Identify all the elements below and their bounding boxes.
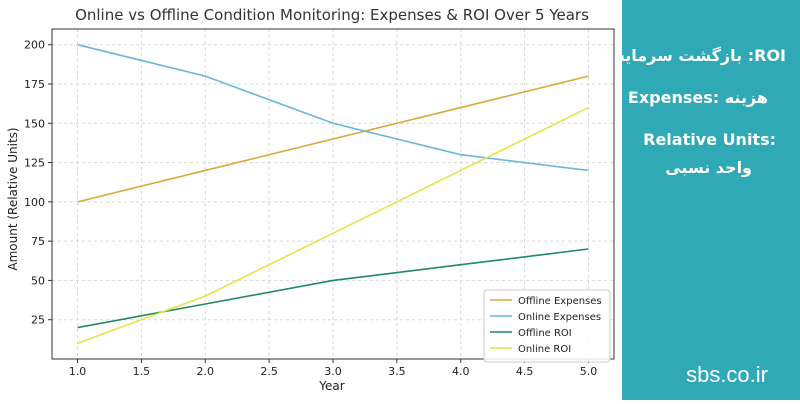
x-tick-label: 4.0 [452,365,470,378]
y-tick-label: 200 [24,39,45,52]
plot-frame [51,28,615,360]
brand-domain: sbs.co.ir [686,362,768,387]
x-tick-label: 1.5 [133,365,151,378]
legend: Offline Expenses Online Expenses Offline R… [483,289,611,363]
x-tick-label: 3.5 [388,365,406,378]
y-axis-label: Amount (Relative Units) [6,127,20,270]
roi-definition: بازگشت سرمایه :ROI [615,46,786,65]
y-tick-label: 125 [24,157,45,170]
line-chart: Online vs Offline Condition Monitoring: … [6,6,615,393]
series-line-online-roi [77,106,589,345]
x-tick-label: 4.5 [516,365,534,378]
y-tick-label: 25 [31,314,45,327]
legend-label: Online Expenses [518,312,601,323]
y-tick-label: 75 [31,235,45,248]
y-tick-label: 50 [31,274,45,287]
legend-label: Offline Expenses [518,296,602,307]
chart-title: Online vs Offline Condition Monitoring: … [75,6,589,24]
x-tick-label: 5.0 [580,365,598,378]
axes: 1.0 1.5 2.0 2.5 3.0 3.5 4.0 4.5 5.0 25 50 75 100 125 1… [24,28,615,378]
legend-label: Offline ROI [518,328,572,339]
series-line-offline-expenses [77,75,589,203]
series-line-online-expenses [77,43,589,172]
x-tick-label: 2.0 [197,365,215,378]
x-axis-label: Year [318,379,344,393]
series-lines [77,43,589,345]
x-tick-label: 2.5 [260,365,278,378]
chart-area: Online vs Offline Condition Monitoring: … [6,6,615,393]
expenses-definition: Expenses: هزینه [627,88,768,107]
x-tick-label: 1.0 [69,365,87,378]
sidebar-panel: بازگشت سرمایه :ROI Expenses: هزینه Relat… [616,0,800,400]
legend-box [483,289,611,363]
legend-label: Online ROI [518,344,571,355]
y-tick-label: 100 [24,196,45,209]
relative-units-label: Relative Units: [643,130,776,149]
y-tick-label: 175 [24,78,45,91]
x-tick-label: 3.0 [324,365,342,378]
y-tick-label: 150 [24,117,45,130]
relative-units-translation: واحد نسبی [665,158,752,177]
